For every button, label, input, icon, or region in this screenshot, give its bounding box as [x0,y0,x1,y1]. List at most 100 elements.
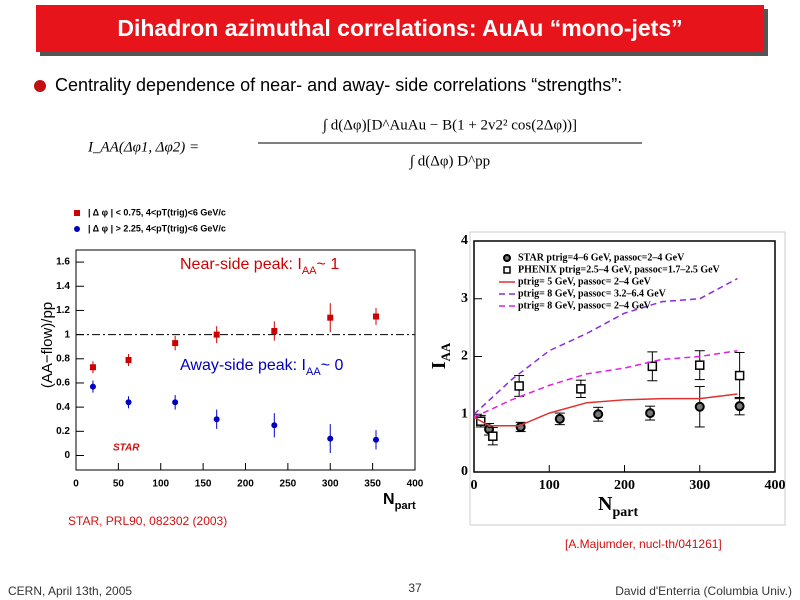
y-tick-label: 1 [64,329,70,340]
y-axis-label: (AA−flow)/pp [39,302,56,388]
x-tick-label: 250 [280,479,297,490]
legend-label: ptrig= 8 GeV, passoc= 2–4 GeV [518,300,652,311]
left-reference: STAR, PRL90, 082302 (2003) [68,514,227,528]
point [125,399,132,406]
x-tick-label: 100 [152,479,169,490]
y-axis-label-part: AA [438,342,453,361]
legend-marker [74,226,80,232]
logo-text: STAR [113,443,140,454]
formula-lhs: I_AA(Δφ1, Δφ2) = [87,139,199,155]
point [514,381,524,391]
bullet-text: Centrality dependence of near- and away-… [55,75,622,95]
point [576,384,586,394]
x-axis-label: Npart [383,491,416,512]
point [213,416,220,423]
bullet-icon [34,80,46,92]
point [172,399,179,406]
x-axis-label: Npart [598,493,638,520]
footer-left: CERN, April 13th, 2005 [8,584,132,598]
right-reference: [A.Majumder, nucl-th/041261] [565,537,722,551]
x-axis-label-part: part [612,505,638,520]
annotation-part: Away-side peak: I [180,357,306,374]
x-axis-label-part: N [383,491,395,508]
x-tick-label: 350 [364,479,381,490]
plot-area [75,249,416,471]
annotation-part: AA [302,265,317,277]
x-tick-label: 0 [471,478,478,493]
legend-label: | Δ φ | < 0.75, 4<pT(trig)<6 GeV/c [88,207,226,217]
title-box [36,5,764,52]
point [593,409,604,420]
x-tick-label: 300 [322,479,339,490]
legend-label: STAR ptrig=4–6 GeV, passoc=2–4 GeV [518,252,685,263]
legend-label: | Δ φ | > 2.25, 4<pT(trig)<6 GeV/c [88,223,226,233]
legend-marker [503,254,511,262]
formula-numerator: ∫ d(Δφ)[D^AuAu − B(1 + 2v2² cos(2Δφ))] [322,117,577,133]
point [327,435,334,442]
legend-marker [74,210,80,216]
point [373,436,380,443]
point [734,370,745,381]
y-tick-label: 1 [461,406,468,421]
x-tick-label: 50 [113,479,125,490]
y-tick-label: 1.4 [56,281,70,292]
x-axis-label-part: part [395,500,416,512]
x-tick-label: 150 [195,479,212,490]
y-tick-label: 0.8 [56,353,70,364]
annotation-part: ~ 0 [321,357,344,374]
annotation: Near-side peak: IAA~ 1 [180,256,339,277]
point [734,401,745,412]
x-tick-label: 300 [689,478,710,493]
point [488,431,498,441]
y-tick-label: 1.2 [56,305,70,316]
series-line [473,393,738,427]
formula-denominator: ∫ d(Δφ) D^pp [409,153,490,169]
point [373,313,380,320]
y-tick-label: 0 [461,464,468,479]
series-line [473,349,738,418]
slide-title: Dihadron azimuthal correlations: AuAu “m… [117,15,682,41]
x-tick-label: 200 [237,479,254,490]
point [695,360,705,370]
x-axis-label-part: N [598,493,613,515]
annotation-part: AA [306,366,321,378]
point [647,361,658,372]
point [554,413,565,424]
point [645,408,656,419]
point [172,340,179,347]
x-tick-label: 100 [539,478,560,493]
y-tick-label: 2 [461,349,468,364]
point [271,422,278,429]
point [271,327,278,334]
y-tick-label: 3 [461,291,468,306]
point [89,383,96,390]
y-tick-label: 4 [461,233,468,248]
series-line [473,277,738,415]
footer-page: 37 [408,581,422,595]
legend-marker [503,266,511,274]
x-tick-label: 400 [765,478,786,493]
point [327,314,334,321]
annotation: Away-side peak: IAA~ 0 [180,357,343,378]
x-tick-label: 400 [407,479,424,490]
y-tick-label: 1.6 [56,257,70,268]
footer-right: David d'Enterria (Columbia Univ.) [615,584,792,598]
point [694,401,705,412]
x-tick-label: 0 [73,479,79,490]
y-tick-label: 0.2 [56,426,70,437]
legend-label: ptrig= 8 GeV, passoc= 3.2–6.4 GeV [518,288,667,299]
plot-area [473,240,776,473]
y-tick-label: 0.6 [56,378,70,389]
y-axis-label: IAA [428,342,454,369]
y-axis-label-part: I [428,361,450,369]
annotation-part: ~ 1 [317,256,340,273]
point [213,331,220,338]
x-tick-label: 200 [614,478,635,493]
y-tick-label: 0 [64,450,70,461]
legend-label: ptrig= 5 GeV, passoc= 2–4 GeV [518,276,652,287]
legend-label: PHENIX ptrig=2.5–4 GeV, passoc=1.7–2.5 G… [518,264,721,275]
point [125,357,132,363]
y-tick-label: 0.4 [56,402,70,413]
point [89,364,96,371]
